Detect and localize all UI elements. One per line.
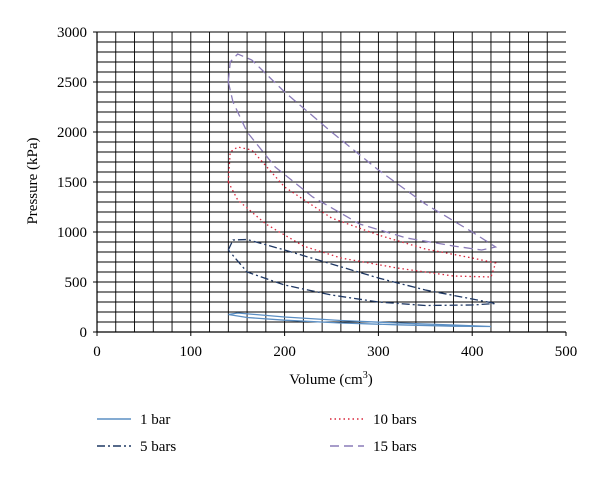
y-tick-label: 500 — [65, 275, 88, 291]
legend-label-4: 15 bars — [373, 439, 417, 455]
y-tick-label: 1000 — [57, 225, 87, 241]
series-line-2 — [227, 238, 496, 307]
y-axis-title: Pressure (kPa) — [25, 137, 41, 224]
x-tick-label: 0 — [93, 344, 101, 360]
series-line-4 — [227, 53, 498, 251]
legend-label-3: 10 bars — [373, 412, 417, 428]
legend-label-1: 1 bar — [140, 412, 170, 428]
x-tick-label: 100 — [180, 344, 203, 360]
x-axis-title-sup: 3 — [363, 370, 368, 381]
chart-axes — [93, 31, 567, 336]
y-tick-label: 0 — [80, 325, 88, 341]
chart-legend: 1 bar 5 bars 10 bars 15 bars — [97, 412, 417, 455]
y-tick-label: 2000 — [57, 125, 87, 141]
y-tick-label: 2500 — [57, 75, 87, 91]
x-axis-title-tail: ) — [368, 372, 373, 388]
chart-tick-labels: 0 100 200 300 400 500 0 500 1000 1500 2000 2500 3000 — [57, 25, 577, 360]
x-tick-label: 500 — [555, 344, 578, 360]
chart-grid — [97, 31, 566, 332]
x-tick-label: 300 — [367, 344, 390, 360]
y-tick-label: 1500 — [57, 175, 87, 191]
x-axis-title: Volume (cm3) — [289, 370, 372, 388]
x-tick-label: 200 — [273, 344, 296, 360]
legend-label-2: 5 bars — [140, 439, 176, 455]
x-tick-label: 400 — [461, 344, 484, 360]
series-line-1 — [228, 312, 492, 328]
chart-series-layer — [227, 53, 498, 328]
x-axis-title-main: Volume (cm — [289, 372, 363, 388]
y-tick-label: 3000 — [57, 25, 87, 41]
